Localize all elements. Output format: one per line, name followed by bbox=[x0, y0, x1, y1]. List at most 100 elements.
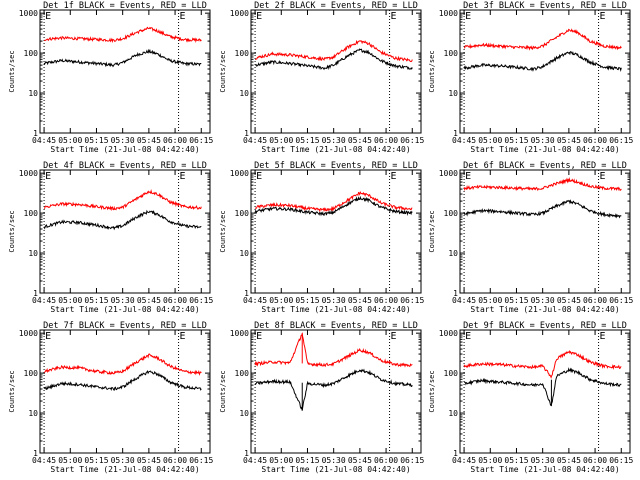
x-tick-label: 05:00 bbox=[478, 296, 502, 305]
x-tick-label: 04:45 bbox=[452, 136, 476, 145]
x-tick-label: 06:00 bbox=[583, 296, 607, 305]
x-axis-label: Start Time (21-Jul-08 04:42:40) bbox=[470, 305, 619, 314]
y-tick-label: 100 bbox=[235, 49, 250, 58]
detector-panel-4: Det 4f BLACK = Events, RED = LLD 1 10 100 10… bbox=[8, 161, 213, 314]
y-tick-label: 1000 bbox=[439, 9, 458, 18]
y-tick-label: 1 bbox=[33, 289, 38, 298]
event-marker-label: E bbox=[180, 11, 186, 22]
plot-frame bbox=[250, 169, 422, 294]
x-tick-label: 05:30 bbox=[111, 456, 135, 465]
detector-panel-2: Det 2f BLACK = Events, RED = LLD 1 10 100 10… bbox=[219, 1, 424, 154]
y-axis-label: Counts/sec bbox=[219, 370, 227, 412]
x-tick-label: 05:15 bbox=[84, 136, 108, 145]
y-tick-label: 10 bbox=[239, 409, 249, 418]
x-tick-label: 06:00 bbox=[163, 456, 187, 465]
lld-series-line bbox=[463, 177, 622, 192]
plot-frame bbox=[39, 329, 211, 454]
y-axis-label: Counts/sec bbox=[8, 370, 16, 412]
event-marker-label: E bbox=[180, 331, 186, 342]
x-tick-label: 06:00 bbox=[583, 136, 607, 145]
detector-panel-9: Det 9f BLACK = Events, RED = LLD 1 10 100 10… bbox=[428, 321, 633, 474]
x-tick-label: 05:15 bbox=[504, 296, 528, 305]
panel-title: Det 8f BLACK = Events, RED = LLD bbox=[254, 321, 418, 331]
lld-series-line bbox=[463, 28, 622, 51]
x-tick-label: 05:45 bbox=[137, 136, 161, 145]
x-tick-label: 06:15 bbox=[189, 296, 213, 305]
event-marker-label: E bbox=[45, 11, 51, 22]
x-axis-label: Start Time (21-Jul-08 04:42:40) bbox=[470, 465, 619, 474]
x-tick-label: 05:45 bbox=[137, 296, 161, 305]
y-tick-label: 1 bbox=[244, 289, 249, 298]
event-marker-label: E bbox=[391, 171, 397, 182]
detector-panel-3: Det 3f BLACK = Events, RED = LLD 1 10 100 10… bbox=[428, 1, 633, 154]
lld-series-line bbox=[44, 26, 202, 44]
y-tick-label: 100 bbox=[444, 49, 459, 58]
panel-title: Det 2f BLACK = Events, RED = LLD bbox=[254, 1, 418, 11]
x-tick-label: 05:00 bbox=[269, 456, 293, 465]
y-tick-label: 100 bbox=[444, 209, 459, 218]
detector-panel-8: Det 8f BLACK = Events, RED = LLD 1 10 100 10… bbox=[219, 321, 424, 474]
x-tick-label: 05:15 bbox=[504, 136, 528, 145]
x-tick-label: 04:45 bbox=[32, 136, 56, 145]
lld-series-line bbox=[254, 39, 413, 63]
y-tick-label: 1 bbox=[244, 449, 249, 458]
event-marker-label: E bbox=[465, 331, 471, 342]
x-tick-label: 05:15 bbox=[504, 456, 528, 465]
y-axis-label: Counts/sec bbox=[8, 50, 16, 92]
event-marker-label: E bbox=[391, 11, 397, 22]
y-tick-label: 1000 bbox=[19, 169, 38, 178]
x-tick-label: 05:45 bbox=[348, 456, 372, 465]
detector-panel-6: Det 6f BLACK = Events, RED = LLD 1 10 100 10… bbox=[428, 161, 633, 314]
x-tick-label: 04:45 bbox=[243, 296, 267, 305]
lld-series-line bbox=[254, 190, 413, 213]
y-tick-label: 10 bbox=[239, 89, 249, 98]
y-tick-label: 10 bbox=[28, 249, 38, 258]
y-tick-label: 100 bbox=[24, 369, 39, 378]
x-tick-label: 04:45 bbox=[32, 456, 56, 465]
y-tick-label: 1000 bbox=[230, 9, 249, 18]
event-marker-label: E bbox=[256, 331, 262, 342]
y-tick-label: 10 bbox=[239, 249, 249, 258]
x-tick-label: 06:00 bbox=[374, 136, 398, 145]
x-tick-label: 05:15 bbox=[295, 136, 319, 145]
panel-title: Det 4f BLACK = Events, RED = LLD bbox=[43, 161, 207, 171]
plot-frame bbox=[250, 329, 422, 454]
events-series-line bbox=[463, 51, 622, 72]
x-tick-label: 05:45 bbox=[557, 136, 581, 145]
events-series-line bbox=[43, 209, 202, 231]
panel-title: Det 3f BLACK = Events, RED = LLD bbox=[463, 1, 627, 11]
x-axis-label: Start Time (21-Jul-08 04:42:40) bbox=[50, 305, 199, 314]
y-tick-label: 10 bbox=[28, 409, 38, 418]
x-tick-label: 05:00 bbox=[478, 136, 502, 145]
detector-panel-7: Det 7f BLACK = Events, RED = LLD 1 10 100 10… bbox=[8, 321, 213, 474]
x-tick-label: 05:30 bbox=[531, 136, 555, 145]
panel-title: Det 7f BLACK = Events, RED = LLD bbox=[43, 321, 207, 331]
event-marker-label: E bbox=[45, 171, 51, 182]
x-axis-label: Start Time (21-Jul-08 04:42:40) bbox=[50, 145, 199, 154]
x-tick-label: 05:30 bbox=[322, 136, 346, 145]
y-tick-label: 100 bbox=[24, 49, 39, 58]
y-axis-label: Counts/sec bbox=[219, 50, 227, 92]
event-marker-label: E bbox=[600, 331, 606, 342]
x-tick-label: 05:45 bbox=[137, 456, 161, 465]
events-series-line bbox=[43, 370, 202, 392]
plot-frame bbox=[39, 9, 211, 134]
x-tick-label: 05:45 bbox=[557, 296, 581, 305]
events-series-line bbox=[254, 48, 413, 71]
y-tick-label: 100 bbox=[24, 209, 39, 218]
x-tick-label: 06:15 bbox=[609, 296, 633, 305]
x-tick-label: 06:15 bbox=[400, 296, 424, 305]
event-marker-label: E bbox=[180, 171, 186, 182]
detector-panel-1: Det 1f BLACK = Events, RED = LLD 1 10 100 10… bbox=[8, 1, 213, 154]
event-marker-label: E bbox=[600, 171, 606, 182]
lld-series-line bbox=[43, 188, 202, 212]
events-series-line bbox=[254, 195, 413, 217]
x-tick-label: 05:00 bbox=[269, 296, 293, 305]
x-tick-label: 05:15 bbox=[84, 456, 108, 465]
plot-frame bbox=[459, 9, 631, 134]
x-tick-label: 04:45 bbox=[32, 296, 56, 305]
event-marker-label: E bbox=[256, 11, 262, 22]
x-tick-label: 06:00 bbox=[374, 296, 398, 305]
x-tick-label: 05:30 bbox=[322, 456, 346, 465]
x-tick-label: 05:15 bbox=[295, 456, 319, 465]
